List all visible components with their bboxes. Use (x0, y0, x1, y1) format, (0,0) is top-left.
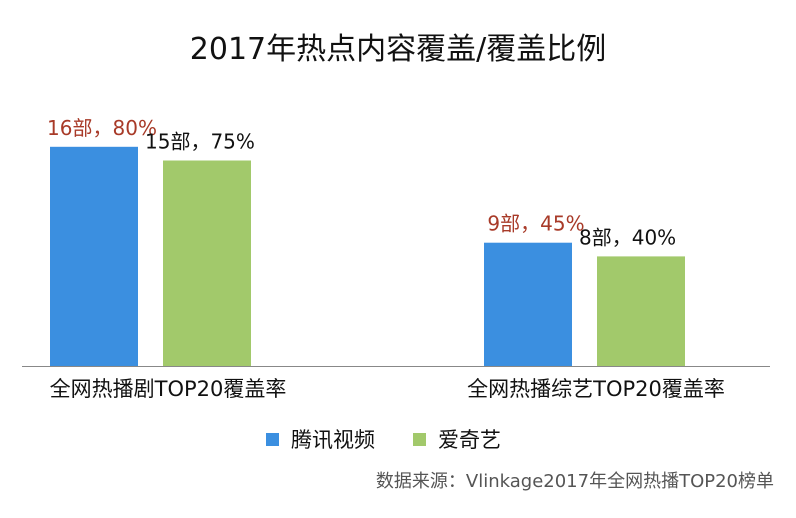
legend-swatch-tencent (266, 432, 279, 446)
legend: 腾讯视频 爱奇艺 (266, 424, 539, 454)
chart-title: 2017年热点内容覆盖/覆盖比例 (189, 32, 607, 67)
category-label-1: 全网热播综艺TOP20覆盖率 (467, 377, 725, 401)
legend-item-iqiyi: 爱奇艺 (413, 424, 501, 454)
data-label-tencent-1: 9部，45% (487, 212, 584, 236)
data-label-iqiyi-1: 8部，40% (579, 225, 676, 249)
legend-swatch-iqiyi (413, 432, 426, 446)
legend-label-tencent: 腾讯视频 (291, 428, 375, 452)
source-note: 数据来源：Vlinkage2017年全网热播TOP20榜单 (375, 471, 774, 492)
bar-tencent-1 (484, 242, 572, 366)
bar-iqiyi-0 (163, 160, 251, 366)
bar-iqiyi-1 (597, 256, 685, 366)
bar-tencent-0 (50, 146, 138, 366)
data-label-iqiyi-0: 15部，75% (145, 130, 255, 154)
legend-label-iqiyi: 爱奇艺 (438, 428, 501, 452)
legend-item-tencent: 腾讯视频 (266, 424, 375, 454)
data-label-tencent-0: 16部，80% (47, 116, 157, 140)
category-label-0: 全网热播剧TOP20覆盖率 (50, 377, 287, 401)
